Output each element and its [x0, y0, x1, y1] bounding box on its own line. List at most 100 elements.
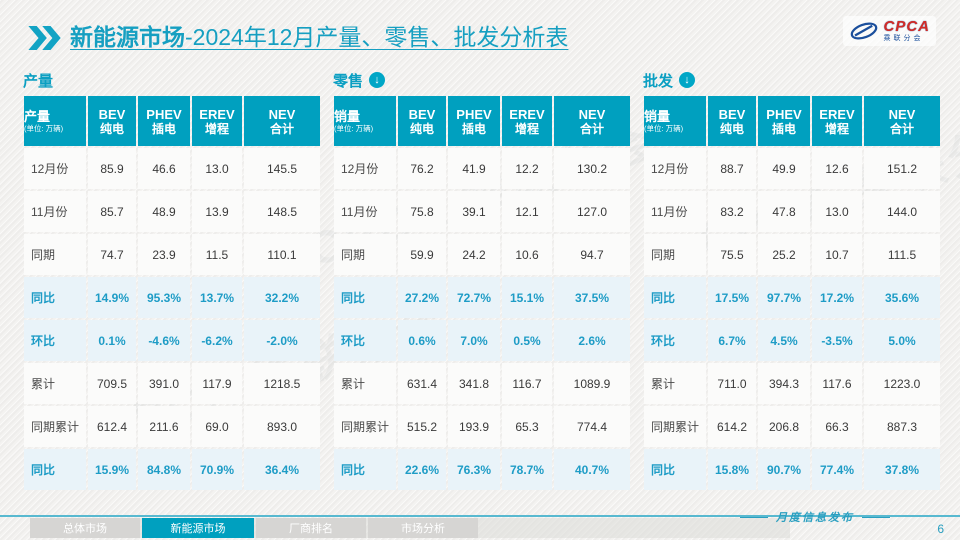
value-cell: 69.0 [192, 406, 242, 447]
retail-corner-unit: (单位: 万辆) [334, 123, 374, 133]
production-table-row: 环比 0.1% -4.6% -6.2% -2.0% [24, 320, 320, 361]
wholesale-section-title: 批发 ↓ [643, 70, 930, 90]
publication-text: 月度信息发布 [776, 511, 854, 524]
production-corner-unit: (单位: 万辆) [24, 123, 64, 133]
value-cell: 151.2 [864, 148, 940, 189]
production-column-header-phev: PHEV 插电 [138, 96, 190, 146]
retail-section-title: 零售 ↓ [333, 70, 620, 90]
tab-market-analysis[interactable]: 市场分析 [368, 518, 478, 538]
column-header-zh: 增程 [514, 121, 539, 136]
value-cell: 65.3 [502, 406, 552, 447]
value-cell: -4.6% [138, 320, 190, 361]
value-cell: 72.7% [448, 277, 500, 318]
value-cell: 515.2 [398, 406, 446, 447]
value-cell: 1218.5 [244, 363, 320, 404]
publication-rule-right [862, 516, 890, 518]
value-cell: 41.9 [448, 148, 500, 189]
value-cell: 0.5% [502, 320, 552, 361]
retail-table-section: 零售 ↓ 销量 (单位: 万辆) BEV 纯电 PHEV 插电 EREV 增程 NEV 合计 12月份 7… [332, 70, 630, 492]
row-label: 11月份 [24, 191, 86, 232]
production-table-row: 同比 14.9% 95.3% 13.7% 32.2% [24, 277, 320, 318]
row-label: 同期 [334, 234, 396, 275]
value-cell: 75.5 [708, 234, 756, 275]
value-cell: 15.8% [708, 449, 756, 490]
page-title-rest: -2024年12月产量、零售、批发分析表 [185, 24, 569, 50]
production-table-row: 11月份 85.7 48.9 13.9 148.5 [24, 191, 320, 232]
value-cell: 97.7% [758, 277, 810, 318]
value-cell: 95.3% [138, 277, 190, 318]
page-title-bold: 新能源市场 [70, 24, 185, 50]
value-cell: -6.2% [192, 320, 242, 361]
value-cell: 206.8 [758, 406, 810, 447]
production-corner-cell: 产量 (单位: 万辆) [24, 96, 86, 146]
value-cell: 83.2 [708, 191, 756, 232]
column-header-zh: 合计 [579, 121, 604, 136]
value-cell: 77.4% [812, 449, 862, 490]
value-cell: 46.6 [138, 148, 190, 189]
wholesale-corner-cell: 销量 (单位: 万辆) [644, 96, 706, 146]
column-header-zh: 插电 [771, 121, 796, 136]
tab-overall-market[interactable]: 总体市场 [30, 518, 140, 538]
retail-corner-cell: 销量 (单位: 万辆) [334, 96, 396, 146]
cpca-logo-subtitle: 乘联分会 [883, 35, 924, 42]
column-header-en: EREV [819, 106, 855, 122]
wholesale-column-header-phev: PHEV 插电 [758, 96, 810, 146]
retail-column-header-bev: BEV 纯电 [398, 96, 446, 146]
down-arrow-icon: ↓ [369, 72, 386, 88]
tab-manufacturer-ranking[interactable]: 厂商排名 [256, 518, 366, 538]
value-cell: 22.6% [398, 449, 446, 490]
value-cell: 85.7 [88, 191, 136, 232]
column-header-zh: 插电 [461, 121, 486, 136]
value-cell: 148.5 [244, 191, 320, 232]
wholesale-column-header-bev: BEV 纯电 [708, 96, 756, 146]
value-cell: 612.4 [88, 406, 136, 447]
value-cell: 391.0 [138, 363, 190, 404]
wholesale-data-table: 销量 (单位: 万辆) BEV 纯电 PHEV 插电 EREV 增程 NEV 合计 12月份 88.7… [642, 94, 942, 492]
column-header-en: PHEV [146, 106, 182, 122]
value-cell: 4.5% [758, 320, 810, 361]
column-header-en: EREV [509, 106, 545, 122]
production-column-header-erev: EREV 增程 [192, 96, 242, 146]
column-header-en: EREV [199, 106, 235, 122]
value-cell: 709.5 [88, 363, 136, 404]
value-cell: 78.7% [502, 449, 552, 490]
wholesale-corner-title: 销量 [644, 108, 671, 124]
wholesale-table-row: 同期 75.5 25.2 10.7 111.5 [644, 234, 940, 275]
value-cell: 90.7% [758, 449, 810, 490]
tab-nev-market[interactable]: 新能源市场 [142, 518, 254, 538]
value-cell: 117.9 [192, 363, 242, 404]
value-cell: 7.0% [448, 320, 500, 361]
production-corner-title: 产量 [24, 108, 51, 124]
production-table-section: 产量 产量 (单位: 万辆) BEV 纯电 PHEV 插电 EREV 增程 NEV 合计 12月份 85… [22, 70, 320, 492]
header: 新能源市场-2024年12月产量、零售、批发分析表 [28, 22, 840, 52]
wholesale-table-row: 累计 711.0 394.3 117.6 1223.0 [644, 363, 940, 404]
cpca-logo-text: CPCA 乘联分会 [883, 19, 930, 43]
row-label: 同比 [644, 277, 706, 318]
production-column-header-bev: BEV 纯电 [88, 96, 136, 146]
value-cell: 10.6 [502, 234, 552, 275]
row-label: 环比 [334, 320, 396, 361]
value-cell: 12.6 [812, 148, 862, 189]
column-header-zh: 插电 [151, 121, 176, 136]
row-label: 环比 [24, 320, 86, 361]
down-arrow-icon: ↓ [679, 72, 696, 88]
value-cell: 117.6 [812, 363, 862, 404]
value-cell: 49.9 [758, 148, 810, 189]
wholesale-table-row: 环比 6.7% 4.5% -3.5% 5.0% [644, 320, 940, 361]
column-header-zh: 合计 [889, 121, 914, 136]
value-cell: 14.9% [88, 277, 136, 318]
row-label: 同期累计 [24, 406, 86, 447]
value-cell: 66.3 [812, 406, 862, 447]
value-cell: 893.0 [244, 406, 320, 447]
value-cell: 24.2 [448, 234, 500, 275]
column-header-en: BEV [98, 106, 126, 122]
value-cell: 145.5 [244, 148, 320, 189]
value-cell: 144.0 [864, 191, 940, 232]
wholesale-table-row: 同比 15.8% 90.7% 77.4% 37.8% [644, 449, 940, 490]
value-cell: -2.0% [244, 320, 320, 361]
row-label: 同比 [334, 449, 396, 490]
value-cell: 25.2 [758, 234, 810, 275]
wholesale-column-header-nev: NEV 合计 [864, 96, 940, 146]
value-cell: 59.9 [398, 234, 446, 275]
